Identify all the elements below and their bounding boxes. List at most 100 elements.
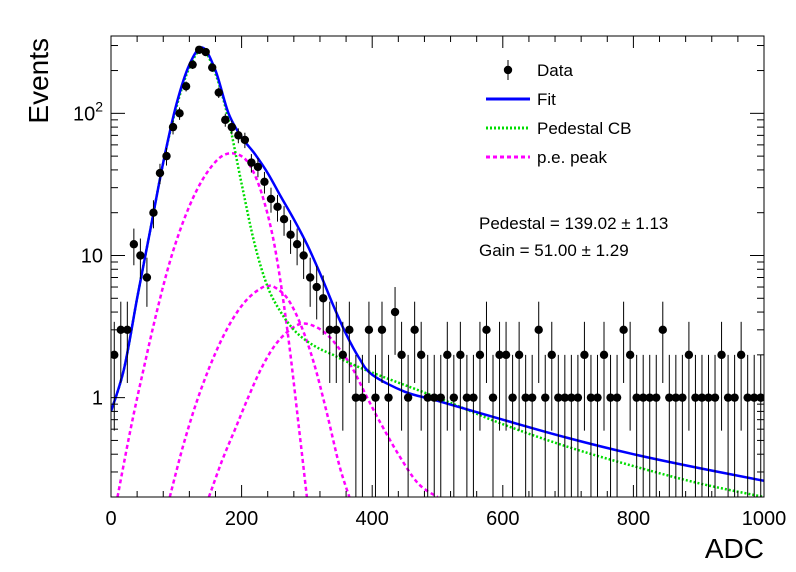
data-marker xyxy=(338,350,348,360)
data-marker xyxy=(678,393,687,402)
data-point xyxy=(194,45,204,54)
legend-label: Fit xyxy=(537,90,556,109)
legend-entry: Fit xyxy=(486,90,556,109)
data-point xyxy=(390,287,400,355)
data-marker xyxy=(240,135,250,145)
data-marker xyxy=(188,60,197,69)
data-point xyxy=(168,120,178,135)
data-point xyxy=(384,354,393,497)
data-point xyxy=(221,113,230,127)
data-point xyxy=(606,354,615,497)
data-point xyxy=(299,238,308,279)
data-marker xyxy=(149,208,158,217)
data-marker xyxy=(501,350,511,360)
annotation-gain: Gain = 51.00 ± 1.29 xyxy=(479,241,629,260)
data-point xyxy=(364,301,374,383)
data-point xyxy=(266,187,276,213)
data-marker xyxy=(358,393,367,402)
data-marker xyxy=(665,393,674,402)
data-point xyxy=(534,301,543,383)
data-point xyxy=(580,321,589,431)
data-marker xyxy=(567,393,576,402)
data-marker xyxy=(416,350,426,360)
data-marker xyxy=(423,393,432,402)
data-point xyxy=(710,354,720,497)
data-marker xyxy=(208,63,217,72)
data-point xyxy=(410,301,419,383)
data-marker xyxy=(279,215,289,224)
data-point xyxy=(704,354,713,497)
data-marker xyxy=(175,109,184,118)
data-point xyxy=(652,354,661,497)
legend-label: Data xyxy=(537,61,573,80)
data-point xyxy=(730,354,739,497)
legend: Data Fit Pedestal CB p.e. peak xyxy=(486,60,632,167)
data-marker xyxy=(123,325,132,335)
data-marker xyxy=(736,350,746,360)
data-marker xyxy=(684,350,694,360)
data-marker xyxy=(332,325,341,335)
data-marker xyxy=(260,177,269,186)
data-point xyxy=(358,354,367,497)
curves-layer xyxy=(111,46,764,497)
data-point xyxy=(436,354,445,497)
data-marker xyxy=(371,393,380,402)
data-point xyxy=(142,257,152,307)
data-marker xyxy=(266,194,276,204)
data-point xyxy=(684,321,694,431)
data-marker xyxy=(292,240,302,249)
data-marker xyxy=(155,168,165,178)
data-point xyxy=(547,321,556,431)
x-tick-label: 400 xyxy=(356,508,389,530)
data-marker xyxy=(547,350,556,360)
data-marker xyxy=(671,393,681,402)
data-marker xyxy=(430,393,439,402)
data-marker xyxy=(345,325,354,335)
data-point xyxy=(129,228,139,266)
data-point xyxy=(469,354,478,497)
data-marker xyxy=(364,325,374,335)
data-marker xyxy=(495,350,504,360)
curve-pedestal-cb xyxy=(111,48,764,497)
data-point xyxy=(325,301,334,383)
data-marker xyxy=(390,307,400,317)
data-point xyxy=(443,321,452,431)
y-axis-label: Events xyxy=(23,38,54,124)
data-marker xyxy=(730,393,739,402)
data-point xyxy=(645,354,654,497)
data-marker xyxy=(168,122,178,132)
data-marker xyxy=(580,350,589,360)
data-point xyxy=(260,171,269,194)
x-tick-label: 1000 xyxy=(742,508,787,530)
x-tick-label: 200 xyxy=(225,508,258,530)
data-point xyxy=(638,354,648,497)
data-marker xyxy=(136,251,145,260)
data-point xyxy=(527,354,537,497)
data-marker xyxy=(527,393,537,402)
data-point xyxy=(430,354,439,497)
data-point xyxy=(462,354,472,497)
data-marker xyxy=(116,325,125,335)
data-point xyxy=(234,128,243,144)
data-marker xyxy=(593,393,602,402)
data-marker xyxy=(612,393,622,402)
data-point xyxy=(482,301,491,383)
data-point xyxy=(253,158,263,178)
x-tick-label: 600 xyxy=(486,508,519,530)
data-point xyxy=(345,301,354,383)
data-point xyxy=(514,321,524,431)
data-point xyxy=(736,321,746,431)
data-point xyxy=(488,354,498,497)
curve-p-e-peak-2 xyxy=(168,284,351,497)
data-point xyxy=(567,354,576,497)
data-point xyxy=(521,354,530,497)
data-marker xyxy=(397,350,406,360)
y-tick-label: 1 xyxy=(92,388,103,410)
data-marker xyxy=(162,151,171,161)
data-marker xyxy=(403,393,413,402)
data-point xyxy=(292,228,302,266)
data-marker xyxy=(443,350,452,360)
data-marker xyxy=(449,393,459,402)
data-point xyxy=(697,354,707,497)
